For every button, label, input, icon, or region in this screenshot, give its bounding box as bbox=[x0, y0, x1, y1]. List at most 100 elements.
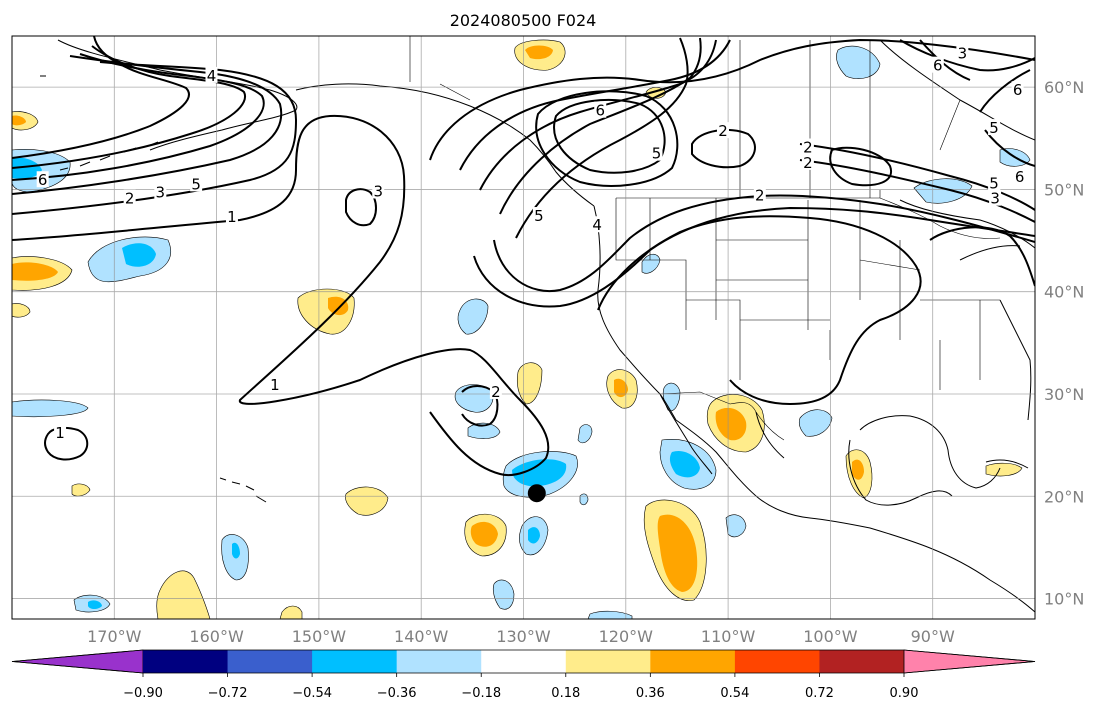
coastline-west-us bbox=[593, 205, 677, 421]
anomaly-negative bbox=[492, 579, 515, 610]
contour-label-bg bbox=[801, 138, 814, 155]
anomaly-positive bbox=[345, 486, 389, 516]
contour-label-bg bbox=[716, 122, 729, 139]
colorbar-tick-label: 0.54 bbox=[720, 686, 749, 701]
contour-label: 5 bbox=[652, 145, 662, 163]
colorbar-segment bbox=[143, 650, 229, 673]
lat-tick-label: 10°N bbox=[1044, 590, 1084, 609]
lat-tick-label: 60°N bbox=[1044, 78, 1084, 97]
colorbar-segment bbox=[396, 650, 482, 673]
contour-label-bg bbox=[54, 423, 67, 440]
hawaii bbox=[219, 477, 267, 503]
anomaly-negative bbox=[528, 527, 540, 544]
anomaly-negative bbox=[798, 409, 833, 437]
contour-6 bbox=[12, 36, 190, 159]
contour-3 bbox=[473, 206, 1035, 308]
colorbar-segment bbox=[819, 650, 905, 673]
contour-label-bg bbox=[372, 182, 385, 199]
lon-tick-label: 130°W bbox=[496, 627, 551, 646]
lat-tick-label: 40°N bbox=[1044, 283, 1084, 302]
colorbar-segment bbox=[312, 650, 398, 673]
contour-5 bbox=[499, 37, 702, 215]
contour-label-bg bbox=[123, 189, 136, 206]
contour-label: 2 bbox=[491, 383, 501, 401]
contour-label-bg bbox=[988, 119, 1001, 136]
anomaly-negative bbox=[457, 298, 489, 335]
lon-tick-label: 150°W bbox=[292, 627, 347, 646]
contour-2 bbox=[691, 128, 756, 169]
anomaly-negative bbox=[669, 450, 700, 478]
contour-3 bbox=[12, 55, 283, 195]
anomaly-negative bbox=[725, 514, 747, 538]
contour-label: 3 bbox=[990, 190, 1000, 208]
contour-label-bg bbox=[268, 375, 281, 392]
contour-label: 3 bbox=[373, 182, 383, 200]
anomaly-negative bbox=[122, 243, 156, 267]
shaded-anomalies bbox=[12, 39, 1031, 619]
province-borders bbox=[739, 40, 961, 198]
cuba bbox=[985, 459, 1029, 469]
anomaly-positive bbox=[12, 115, 26, 126]
contour-label: 5 bbox=[989, 174, 999, 192]
colorbar-tick-label: 0.36 bbox=[636, 686, 665, 701]
anomaly-negative bbox=[662, 382, 681, 412]
contour-label: 5 bbox=[989, 119, 999, 137]
contour-1 bbox=[44, 426, 89, 461]
anomaly-negative bbox=[454, 384, 494, 413]
colorbar-segment bbox=[565, 650, 651, 673]
contour-label-bg bbox=[154, 183, 167, 200]
contour-label: 4 bbox=[207, 67, 217, 85]
contour-label-bg bbox=[489, 382, 502, 399]
contour-4 bbox=[799, 159, 1035, 223]
contour-label-bg bbox=[205, 66, 218, 83]
contour-3 bbox=[345, 188, 377, 227]
anomaly-negative bbox=[577, 424, 593, 444]
contour-label: 6 bbox=[595, 102, 605, 120]
lon-tick-label: 160°W bbox=[189, 627, 244, 646]
border-alaska-canada bbox=[409, 36, 471, 101]
lon-tick-label: 100°W bbox=[803, 627, 858, 646]
contour-label-bg bbox=[532, 207, 545, 224]
anomaly-positive bbox=[470, 521, 498, 547]
contour-2 bbox=[929, 226, 1035, 287]
anomaly-negative bbox=[88, 600, 102, 609]
lon-tick-label: 120°W bbox=[599, 627, 654, 646]
contour-label: 1 bbox=[55, 424, 65, 442]
border-us-canada bbox=[616, 190, 1001, 239]
contour-label-bg bbox=[190, 175, 203, 192]
borders bbox=[409, 36, 1001, 441]
colorbar-segment bbox=[481, 650, 567, 673]
lat-tick-label: 20°N bbox=[1044, 487, 1084, 506]
contour-label-bg bbox=[753, 186, 766, 203]
contour-2 bbox=[829, 146, 893, 187]
storm-position-marker bbox=[527, 484, 546, 503]
lon-tick-label: 110°W bbox=[701, 627, 756, 646]
contour-5 bbox=[12, 45, 247, 169]
anomaly-positive bbox=[985, 462, 1023, 477]
colorbar-segment bbox=[734, 650, 820, 673]
contour-label-bg bbox=[1011, 81, 1024, 98]
anomaly-positive bbox=[328, 296, 349, 316]
contour-label: 2 bbox=[803, 139, 813, 157]
contour-label-bg bbox=[225, 208, 238, 225]
contour-label-bg bbox=[594, 101, 607, 118]
anomaly-negative bbox=[512, 459, 567, 487]
colorbar-tick-label: −0.18 bbox=[461, 686, 501, 701]
contour-label: 5 bbox=[534, 207, 544, 225]
anomaly-negative bbox=[232, 542, 240, 559]
contour-label: 6 bbox=[933, 57, 943, 75]
contour-1 bbox=[12, 114, 550, 476]
contour-5 bbox=[799, 143, 1035, 211]
colorbar-tick-label: 0.72 bbox=[805, 686, 834, 701]
contour-2 bbox=[429, 38, 1035, 161]
lat-tick-label: 50°N bbox=[1044, 180, 1084, 199]
anomaly-positive bbox=[852, 459, 864, 480]
contour-label-bg bbox=[956, 44, 969, 61]
lat-tick-label: 30°N bbox=[1044, 385, 1084, 404]
colorbar-tick-label: 0.18 bbox=[551, 686, 580, 701]
lon-tick-label: 90°W bbox=[911, 627, 955, 646]
anomaly-positive bbox=[279, 605, 303, 619]
